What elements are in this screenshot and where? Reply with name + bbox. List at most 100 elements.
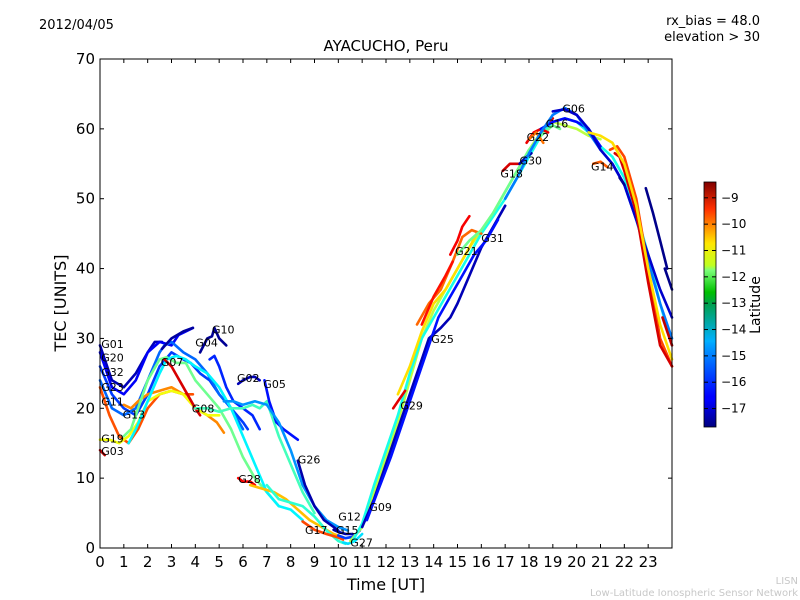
- trace-g02b: [194, 399, 316, 515]
- satellite-label: G17: [305, 524, 328, 537]
- satellite-label: G01: [101, 338, 124, 351]
- satellite-label: G32: [101, 366, 124, 379]
- colorbar-tick-label: −11: [721, 243, 746, 257]
- satellite-label: G09: [369, 501, 392, 514]
- trace-g22b: [527, 131, 545, 145]
- trace-g25: [360, 204, 507, 529]
- colorbar-tick-label: −14: [721, 323, 746, 337]
- x-tick-label: 10: [329, 553, 348, 571]
- x-tick-label: 16: [472, 553, 491, 571]
- satellite-label: G21: [455, 245, 478, 258]
- satellite-label: G04: [195, 337, 218, 350]
- trace-g05b: [222, 399, 350, 532]
- satellite-label: G29: [400, 400, 423, 413]
- x-tick-label: 14: [424, 553, 443, 571]
- colorbar-tick-label: −13: [721, 296, 746, 310]
- x-tick-label: 4: [191, 553, 201, 571]
- trace-g07: [122, 355, 281, 508]
- satellite-label: G25: [431, 333, 454, 346]
- credit-short: LISN: [775, 576, 798, 587]
- x-tick-label: 6: [238, 553, 248, 571]
- satellite-label: G10: [212, 323, 235, 336]
- chart-title: AYACUCHO, Peru: [323, 37, 449, 55]
- date-label: 2012/04/05: [39, 18, 114, 33]
- trace-g01: [98, 340, 164, 389]
- trace-g17: [301, 520, 345, 541]
- satellite-label: G11: [101, 396, 124, 409]
- satellite-label: G28: [238, 473, 261, 486]
- x-tick-label: 21: [591, 553, 610, 571]
- satellite-label: G15: [336, 524, 359, 537]
- x-tick-label: 5: [214, 553, 224, 571]
- trace-g06b: [551, 108, 674, 319]
- satellite-label: G16: [546, 117, 569, 130]
- y-tick-label: 0: [85, 539, 95, 557]
- trace-g13: [122, 385, 226, 435]
- x-tick-label: 23: [639, 553, 658, 571]
- plot-frame: [99, 58, 673, 549]
- x-tick-label: 12: [376, 553, 395, 571]
- satellite-label: G03: [101, 445, 124, 458]
- colorbar-tick-label: −9: [721, 191, 739, 205]
- x-tick-label: 13: [400, 553, 419, 571]
- y-tick-label: 30: [76, 329, 95, 347]
- satellite-label: G26: [298, 453, 321, 466]
- x-tick-label: 22: [615, 553, 634, 571]
- satellite-label: G31: [481, 232, 504, 245]
- x-tick-label: 15: [448, 553, 467, 571]
- trace-g14: [591, 160, 610, 169]
- satellite-label: G12: [338, 511, 361, 524]
- trace-g15: [332, 528, 354, 536]
- trace-g27: [341, 532, 364, 546]
- satellite-traces: [98, 106, 674, 546]
- trace-g26b: [265, 483, 347, 546]
- x-tick-label: 2: [143, 553, 153, 571]
- trace-g21: [448, 214, 471, 256]
- satellite-label: G23: [101, 381, 124, 394]
- trace-g24: [618, 176, 626, 186]
- satellite-label: G27: [350, 536, 373, 549]
- x-tick-label: 17: [496, 553, 515, 571]
- satellite-label: G05: [263, 378, 286, 391]
- elevation-label: elevation > 30: [664, 30, 760, 45]
- trace-g29: [391, 389, 407, 410]
- satellite-label: G20: [101, 351, 124, 364]
- x-tick-label: 1: [119, 553, 129, 571]
- y-tick-label: 70: [76, 50, 95, 68]
- colorbar-tick-label: −12: [721, 270, 746, 284]
- trace-g14b: [608, 145, 674, 368]
- x-tick-label: 20: [567, 553, 586, 571]
- trace-g08: [163, 358, 202, 417]
- x-tick-label: 3: [167, 553, 177, 571]
- trace-g10: [198, 326, 228, 354]
- trace-g07b: [127, 354, 304, 522]
- colorbar-label: Latitude: [748, 276, 764, 334]
- satellite-label: G06: [562, 103, 585, 116]
- credit-long: Low-Latitude Ionospheric Sensor Network: [590, 588, 798, 599]
- x-tick-label: 18: [519, 553, 538, 571]
- trace-g24d: [661, 316, 674, 347]
- satellite-label: G13: [123, 408, 146, 421]
- x-tick-label: 11: [353, 553, 372, 571]
- satellite-label: G30: [520, 155, 543, 168]
- trace-g24b: [644, 186, 669, 270]
- trace-g21c: [420, 260, 455, 326]
- satellite-label: G19: [101, 432, 124, 445]
- colorbar: [703, 181, 717, 428]
- colorbar-tick-label: −15: [721, 349, 746, 363]
- satellite-label: G02: [237, 372, 260, 385]
- y-tick-label: 60: [76, 120, 95, 138]
- y-axis: 0 10 20 30 40 50 60 70: [76, 50, 672, 557]
- x-tick-label: 0: [95, 553, 105, 571]
- y-tick-label: 50: [76, 190, 95, 208]
- colorbar-tick-label: −16: [721, 375, 746, 389]
- x-tick-label: 8: [286, 553, 296, 571]
- y-tick-label: 20: [76, 399, 95, 417]
- rx-bias-label: rx_bias = 48.0: [666, 14, 760, 29]
- satellite-label: G18: [500, 168, 523, 181]
- x-tick-label: 7: [262, 553, 272, 571]
- trace-g18: [501, 162, 521, 173]
- satellite-label: G07: [161, 356, 184, 369]
